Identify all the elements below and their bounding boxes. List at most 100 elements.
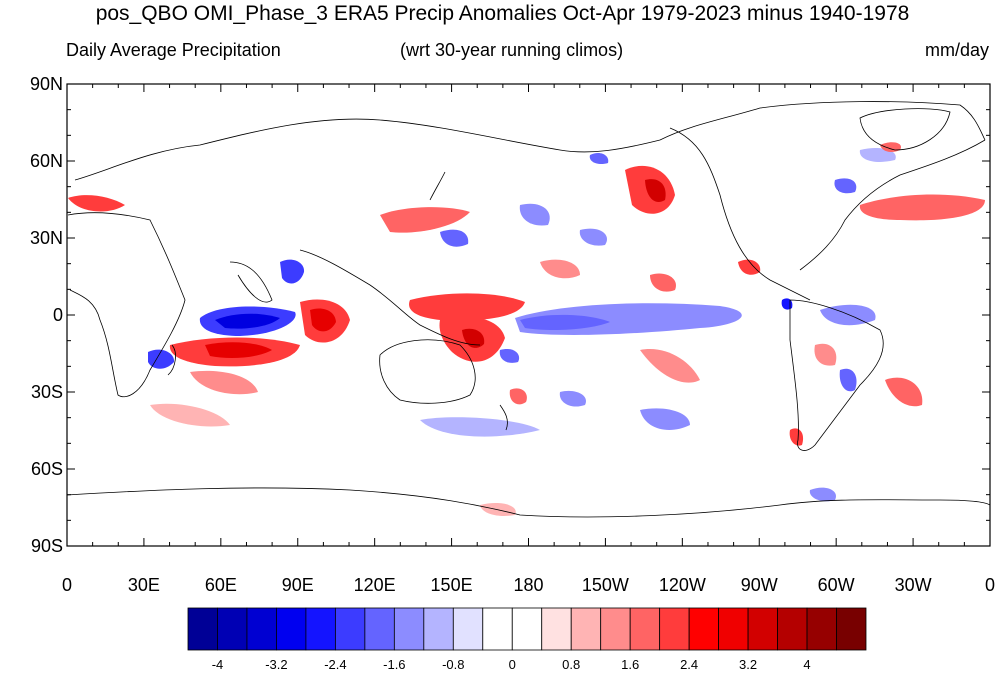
variable-label: Daily Average Precipitation (66, 40, 281, 60)
colorbar (187, 607, 867, 651)
colorbar-box (364, 607, 395, 651)
caribbean-positive (738, 259, 761, 275)
colorbar-label: 2.4 (680, 657, 698, 672)
japan-coast (429, 171, 446, 201)
colorbar-label: -2.4 (324, 657, 346, 672)
siberia-negative (589, 152, 609, 165)
antarctic-negative (809, 487, 836, 502)
colorbar-labels: -4 -3.2 -2.4 -1.6 -0.8 0 0.8 1.6 2.4 3.2 4 (212, 657, 811, 672)
africa-coast (67, 212, 186, 398)
lon-label: 90W (741, 575, 778, 595)
arabian-sea-negative (280, 259, 305, 284)
south-pacific-negative-2 (559, 390, 586, 407)
lat-label: 90S (31, 536, 63, 556)
colorbar-box (718, 607, 749, 651)
southeast-asia-coast (299, 249, 481, 346)
australia-coast (379, 339, 476, 404)
antarctica-coast (67, 487, 990, 518)
lat-label: 90N (30, 74, 63, 94)
north-pacific-negative-1 (519, 203, 550, 226)
colorbar-label: -4 (212, 657, 224, 672)
arctic-negative (859, 148, 896, 162)
patagonia-positive (789, 428, 804, 446)
north-atlantic-positive (859, 194, 985, 221)
south-pacific-negative-1 (499, 349, 520, 363)
eurasia-coast (74, 101, 986, 181)
colorbar-box (541, 607, 572, 651)
climatology-note: (wrt 30-year running climos) (400, 40, 624, 60)
madagascar-coast (167, 344, 176, 376)
mediterranean-positive (68, 195, 125, 212)
latitude-labels: 90N 60N 30N 0 30S 60S 90S (30, 74, 63, 556)
sw-indian-ocean-positive (190, 370, 258, 395)
lon-label: 120W (659, 575, 706, 595)
north-america-coast (669, 127, 811, 301)
lon-label: 180 (513, 575, 543, 595)
new-zealand-coast (499, 404, 508, 431)
north-pacific-positive-core (645, 179, 666, 202)
colorbar-box (305, 607, 336, 651)
colorbar-box (570, 607, 602, 651)
colorbar-label: -0.8 (442, 657, 464, 672)
colorbar-box (276, 607, 307, 651)
lat-label: 0 (53, 305, 63, 325)
pacific-equator-negative-core (520, 314, 610, 330)
west-pacific-positive-band (409, 293, 525, 321)
lat-label: 60N (30, 151, 63, 171)
coastlines (67, 101, 990, 518)
colorbar-box (659, 607, 690, 651)
southern-ocean-positive (150, 403, 230, 427)
lon-label: 30E (128, 575, 160, 595)
colorbar-box (246, 607, 277, 651)
lon-label: 150W (582, 575, 629, 595)
colorbar-label: 1.6 (621, 657, 639, 672)
colorbar-box (688, 607, 720, 651)
colorbar-box (187, 607, 218, 651)
madagascar-negative (148, 349, 175, 369)
south-pacific-convergence-positive (509, 388, 527, 405)
lon-label: 30W (895, 575, 932, 595)
colorbar-box (423, 607, 454, 651)
east-pacific-positive (650, 273, 676, 292)
north-atlantic-negative (834, 178, 857, 194)
colorbar-label: 0 (509, 657, 516, 672)
colorbar-box (511, 607, 543, 651)
lon-label: 0 (985, 575, 995, 595)
longitude-labels: 0 30E 60E 90E 120E 150E 180 150W 120W 90W 60W 30W 0 (62, 575, 995, 595)
south-america-negative (839, 368, 857, 392)
lon-label: 90E (282, 575, 314, 595)
spcz-positive-core (462, 328, 485, 348)
indian-ocean-negative-inner (215, 313, 280, 329)
axis-ticks (66, 83, 991, 547)
colorbar-box (482, 607, 513, 651)
south-atlantic-positive (885, 377, 923, 407)
colorbar-box (452, 607, 484, 651)
brazil-positive (814, 343, 837, 366)
lon-label: 60W (818, 575, 855, 595)
colorbar-label: 3.2 (739, 657, 757, 672)
kuroshio-positive (380, 207, 470, 233)
map-title: pos_QBO OMI_Phase_3 ERA5 Precip Anomalie… (95, 2, 910, 25)
colorbar-box (806, 607, 837, 651)
north-america-east-coast (799, 139, 986, 271)
greenland-coast (859, 108, 951, 151)
lon-label: 0 (62, 575, 72, 595)
india-coast (229, 261, 273, 303)
lon-label: 60E (205, 575, 237, 595)
lat-label: 30N (30, 228, 63, 248)
colorbar-label: -1.6 (383, 657, 405, 672)
units-label: mm/day (924, 40, 989, 60)
colorbar-box (600, 607, 631, 651)
colorbar-box (747, 607, 778, 651)
west-pacific-negative (440, 229, 469, 247)
central-pacific-positive (540, 259, 580, 279)
lat-label: 30S (31, 382, 63, 402)
lat-label: 60S (31, 459, 63, 479)
colorbar-box (629, 607, 661, 651)
indian-ocean-positive-core (205, 342, 272, 358)
colorbar-label: 4 (803, 657, 810, 672)
maritime-continent-positive-core (310, 308, 336, 332)
south-america-coast (789, 299, 884, 451)
central-pacific-south-negative (640, 408, 690, 430)
